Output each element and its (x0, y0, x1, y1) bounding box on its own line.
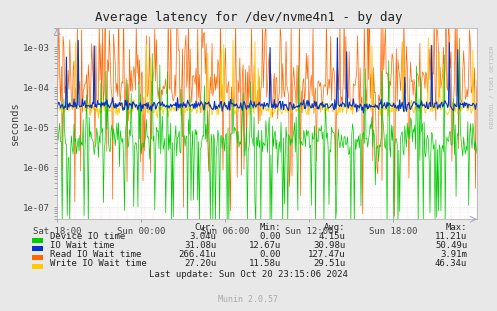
Text: IO Wait time: IO Wait time (50, 241, 114, 250)
Text: RRDTOOL / TOBI OETIKER: RRDTOOL / TOBI OETIKER (490, 46, 495, 128)
Text: 50.49u: 50.49u (435, 241, 467, 250)
Text: 46.34u: 46.34u (435, 258, 467, 267)
Text: Write IO Wait time: Write IO Wait time (50, 258, 147, 267)
Text: Last update: Sun Oct 20 23:15:06 2024: Last update: Sun Oct 20 23:15:06 2024 (149, 270, 348, 279)
Text: 266.41u: 266.41u (178, 250, 216, 259)
Text: Device IO time: Device IO time (50, 232, 125, 241)
Text: 0.00: 0.00 (259, 250, 281, 259)
Text: 3.91m: 3.91m (440, 250, 467, 259)
Text: 11.21u: 11.21u (435, 232, 467, 241)
Text: 31.08u: 31.08u (184, 241, 216, 250)
Text: 11.58u: 11.58u (248, 258, 281, 267)
Text: 12.67u: 12.67u (248, 241, 281, 250)
Text: Munin 2.0.57: Munin 2.0.57 (219, 295, 278, 304)
Text: Min:: Min: (259, 222, 281, 231)
Text: Read IO Wait time: Read IO Wait time (50, 250, 141, 259)
Y-axis label: seconds: seconds (10, 102, 20, 146)
Text: 27.20u: 27.20u (184, 258, 216, 267)
Text: 30.98u: 30.98u (313, 241, 345, 250)
Text: Average latency for /dev/nvme4n1 - by day: Average latency for /dev/nvme4n1 - by da… (95, 11, 402, 24)
Text: 0.00: 0.00 (259, 232, 281, 241)
Text: 3.04u: 3.04u (189, 232, 216, 241)
Text: 4.15u: 4.15u (319, 232, 345, 241)
Text: Max:: Max: (446, 222, 467, 231)
Text: Avg:: Avg: (324, 222, 345, 231)
Text: 127.47u: 127.47u (308, 250, 345, 259)
Text: Cur:: Cur: (195, 222, 216, 231)
Text: 29.51u: 29.51u (313, 258, 345, 267)
